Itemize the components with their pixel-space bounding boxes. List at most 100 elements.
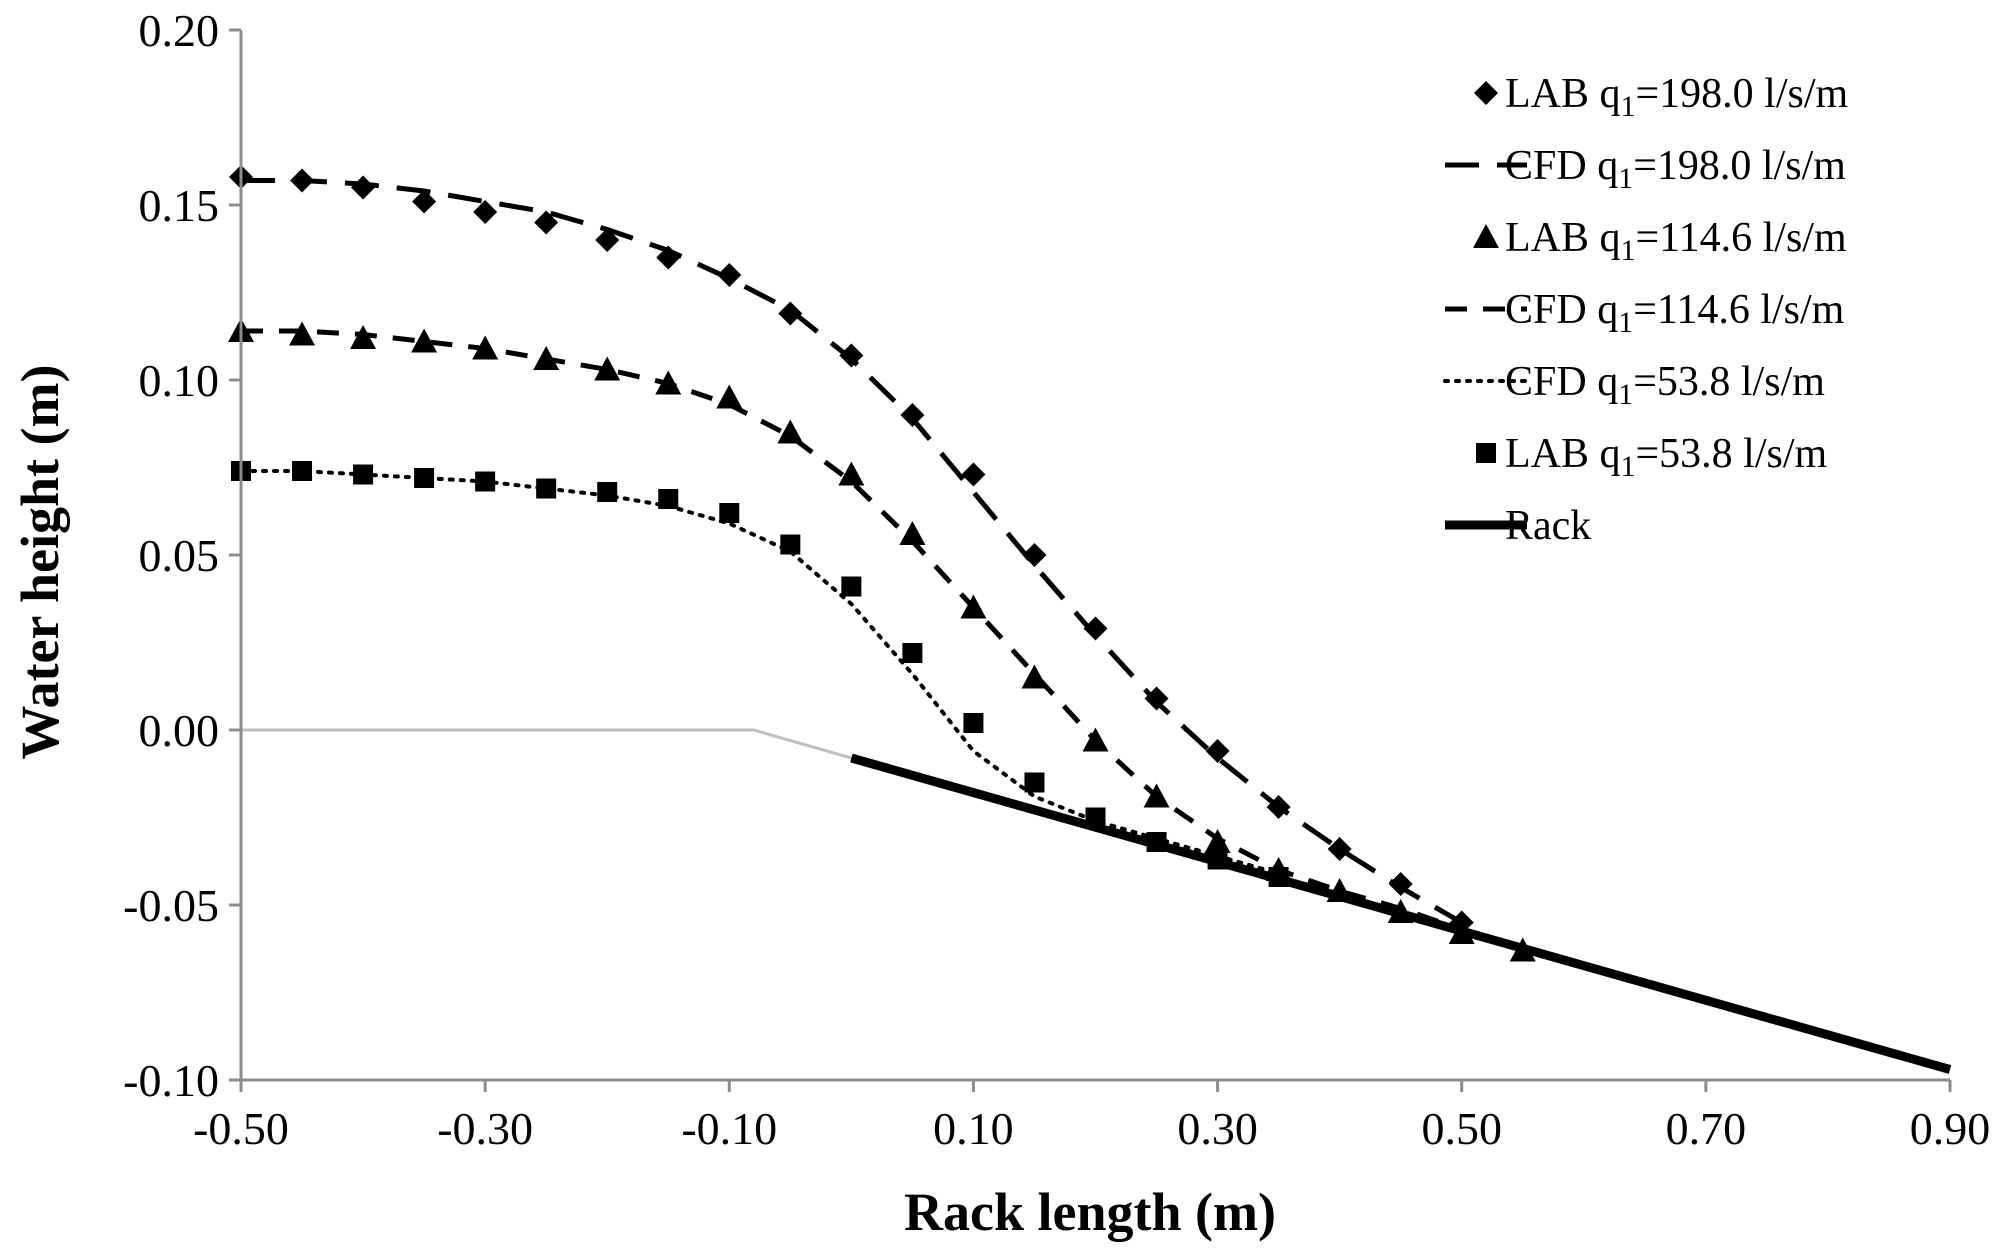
data-point-lab114 [838,461,865,486]
data-point-lab114 [1021,664,1048,689]
data-point-lab53 [475,471,496,492]
data-point-lab198 [778,301,803,326]
data-point-lab53 [1268,867,1289,887]
legend-label-lab53: LAB q1=53.8 l/s/m [1505,431,1828,483]
legend-name: CFD q [1505,287,1618,333]
data-point-lab53 [841,576,862,597]
data-point-lab53 [719,503,740,523]
legend-label-cfd198: CFD q1=198.0 l/s/m [1505,143,1846,195]
x-tick-label: 0.10 [933,1103,1014,1154]
data-point-lab114 [472,335,499,360]
data-point-lab53 [292,461,313,481]
data-point-lab53 [536,478,557,499]
x-tick-label: 0.90 [1910,1103,1991,1154]
legend-name: LAB q [1505,215,1621,261]
legend-name: Rack [1505,503,1591,549]
legend-symbol-lab198 [1474,81,1498,105]
y-tick-label: 0.00 [139,705,220,756]
y-tick-label: 0.15 [139,180,220,231]
data-point-lab53 [1024,772,1045,793]
x-tick-label: 0.50 [1421,1103,1502,1154]
data-point-lab198 [290,168,315,193]
data-point-lab53 [1207,849,1228,870]
data-point-lab114 [1204,829,1231,854]
y-tick-label: 0.10 [139,355,220,406]
legend-symbol-lab114 [1473,224,1499,249]
legend-subscript: 1 [1618,306,1633,339]
data-point-lab114 [594,356,621,381]
data-point-lab114 [1509,937,1536,962]
legend-subscript: 1 [1621,450,1636,483]
legend-suffix: =53.8 l/s/m [1636,431,1828,477]
data-point-lab53 [353,464,374,485]
data-point-lab53 [414,468,435,488]
series-line-cfd114 [241,328,1463,932]
legend-subscript: 1 [1618,378,1633,411]
data-point-lab114 [1326,878,1353,903]
legend-suffix: =114.6 l/s/m [1636,215,1847,261]
legend-label-lab114: LAB q1=114.6 l/s/m [1505,215,1847,267]
legend-symbol-lab53 [1476,443,1496,463]
legend-subscript: 1 [1621,90,1636,123]
data-point-lab198 [351,175,376,200]
legend-name: CFD q [1505,359,1618,405]
legend-name: LAB q [1505,71,1621,117]
data-point-lab53 [902,643,923,663]
data-point-lab53 [963,713,984,733]
data-point-lab198 [1327,837,1352,861]
legend-subscript: 1 [1621,234,1636,267]
legend-suffix: =114.6 l/s/m [1633,287,1844,333]
data-point-lab198 [473,200,498,224]
data-point-lab198 [1083,616,1108,641]
data-point-lab198 [1144,686,1169,711]
series-cfd114 [241,328,1463,932]
legend-suffix: =198.0 l/s/m [1633,143,1846,189]
data-point-lab114 [960,594,987,619]
data-point-lab114 [411,328,438,353]
legend-suffix: =53.8 l/s/m [1633,359,1825,405]
data-point-lab198 [595,228,620,252]
data-point-lab114 [350,325,377,350]
data-point-lab114 [1387,899,1414,924]
series-lab53 [231,461,1289,887]
legend-name: LAB q [1505,431,1621,477]
legend-subscript: 1 [1618,162,1633,195]
data-point-lab53 [780,534,801,555]
data-point-lab114 [533,346,560,371]
legend-label-rack: Rack [1505,503,1591,549]
x-tick-label: -0.30 [437,1103,533,1154]
y-axis-title: Water height (m) [10,365,70,760]
y-tick-label: 0.05 [139,530,220,581]
x-tick-label: -0.10 [681,1103,777,1154]
y-tick-label: -0.05 [123,880,219,931]
x-tick-label: 0.70 [1666,1103,1747,1154]
data-point-lab198 [1205,739,1230,763]
data-point-lab198 [1388,872,1413,896]
data-point-lab114 [1448,920,1475,945]
x-axis-title: Rack length (m) [904,1182,1276,1242]
data-point-lab198 [961,462,986,487]
y-tick-label: -0.10 [123,1055,219,1106]
legend-label-cfd53: CFD q1=53.8 l/s/m [1505,359,1825,411]
data-point-lab53 [1085,807,1106,828]
data-point-lab198 [534,210,559,235]
x-tick-label: 0.30 [1177,1103,1258,1154]
data-point-lab114 [289,321,316,346]
data-point-lab53 [658,489,679,509]
data-point-lab114 [1082,727,1109,752]
legend-name: CFD q [1505,143,1618,189]
legend-label-lab198: LAB q1=198.0 l/s/m [1505,71,1849,123]
data-point-lab114 [1143,783,1170,808]
data-point-lab198 [656,245,681,270]
legend-suffix: =198.0 l/s/m [1636,71,1849,117]
y-tick-label: 0.20 [139,5,220,56]
series-cfd53 [239,469,1281,876]
data-point-lab53 [1146,832,1167,852]
series-lab114 [228,318,1536,962]
x-tick-label: -0.50 [193,1103,289,1154]
axes: 0.200.150.100.050.00-0.05-0.10-0.50 -0.30… [123,5,1990,1154]
data-point-lab198 [412,189,437,214]
data-point-lab198 [1266,795,1291,819]
